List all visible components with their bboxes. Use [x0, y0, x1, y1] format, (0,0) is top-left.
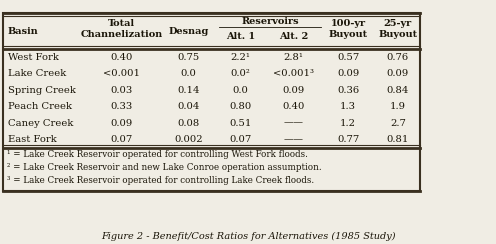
Text: 1.2: 1.2 — [340, 119, 356, 128]
Text: Figure 2 - Benefit/Cost Ratios for Alternatives (1985 Study): Figure 2 - Benefit/Cost Ratios for Alter… — [101, 232, 395, 241]
Text: 0.57: 0.57 — [337, 53, 359, 62]
Text: <0.001: <0.001 — [103, 70, 140, 79]
Text: ¹ = Lake Creek Reservoir operated for controlling West Fork floods.: ¹ = Lake Creek Reservoir operated for co… — [7, 150, 309, 159]
Text: 0.33: 0.33 — [110, 102, 132, 111]
Text: Lake Creek: Lake Creek — [8, 70, 66, 79]
Text: 0.002: 0.002 — [174, 135, 202, 144]
Text: Basin: Basin — [8, 27, 39, 36]
Text: 100-yr
Buyout: 100-yr Buyout — [329, 20, 368, 39]
Text: 0.0: 0.0 — [232, 86, 248, 95]
Text: 2.7: 2.7 — [390, 119, 406, 128]
Text: Peach Creek: Peach Creek — [8, 102, 72, 111]
Text: 0.14: 0.14 — [177, 86, 199, 95]
Text: Caney Creek: Caney Creek — [8, 119, 73, 128]
Text: Total
Channelization: Total Channelization — [80, 20, 162, 39]
Text: 0.84: 0.84 — [386, 86, 409, 95]
Text: <0.001³: <0.001³ — [273, 70, 314, 79]
Text: 0.40: 0.40 — [110, 53, 132, 62]
FancyBboxPatch shape — [3, 13, 420, 191]
Text: 0.04: 0.04 — [177, 102, 199, 111]
Text: 0.09: 0.09 — [337, 70, 359, 79]
Text: 1.9: 1.9 — [390, 102, 406, 111]
Text: 0.07: 0.07 — [110, 135, 132, 144]
Text: West Fork: West Fork — [8, 53, 59, 62]
Text: 0.08: 0.08 — [177, 119, 199, 128]
Text: Reservoirs: Reservoirs — [241, 17, 299, 26]
Text: Desnag: Desnag — [168, 27, 208, 36]
Text: East Fork: East Fork — [8, 135, 57, 144]
Text: 0.36: 0.36 — [337, 86, 359, 95]
Text: 0.40: 0.40 — [282, 102, 305, 111]
Text: 1.3: 1.3 — [340, 102, 356, 111]
Text: 2.2¹: 2.2¹ — [230, 53, 250, 62]
Text: 0.75: 0.75 — [177, 53, 199, 62]
Text: 0.0: 0.0 — [180, 70, 196, 79]
Text: 0.09: 0.09 — [283, 86, 305, 95]
Text: 0.0²: 0.0² — [230, 70, 250, 79]
Text: ——: —— — [284, 135, 304, 144]
Text: 0.03: 0.03 — [110, 86, 132, 95]
Text: 0.77: 0.77 — [337, 135, 359, 144]
Text: ³ = Lake Creek Reservoir operated for controlling Lake Creek floods.: ³ = Lake Creek Reservoir operated for co… — [7, 176, 314, 185]
Text: 0.81: 0.81 — [386, 135, 409, 144]
Text: ² = Lake Creek Reservoir and new Lake Conroe operation assumption.: ² = Lake Creek Reservoir and new Lake Co… — [7, 163, 322, 173]
Text: 0.09: 0.09 — [110, 119, 132, 128]
Text: 25-yr
Buyout: 25-yr Buyout — [378, 20, 417, 39]
Text: 0.76: 0.76 — [387, 53, 409, 62]
Text: 0.80: 0.80 — [229, 102, 251, 111]
Text: 2.8¹: 2.8¹ — [284, 53, 304, 62]
Text: ——: —— — [284, 119, 304, 128]
Text: Alt. 1: Alt. 1 — [226, 32, 255, 41]
Text: 0.09: 0.09 — [387, 70, 409, 79]
Text: Spring Creek: Spring Creek — [8, 86, 76, 95]
Text: 0.07: 0.07 — [229, 135, 251, 144]
Text: Alt. 2: Alt. 2 — [279, 32, 308, 41]
Text: 0.51: 0.51 — [229, 119, 251, 128]
